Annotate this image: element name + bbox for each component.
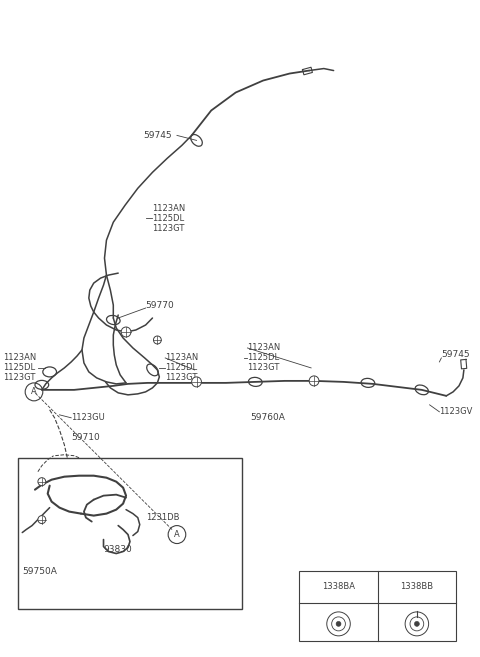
Text: 1125DL: 1125DL: [248, 353, 279, 363]
Circle shape: [121, 327, 131, 337]
Circle shape: [414, 622, 420, 626]
Text: 1123GT: 1123GT: [165, 373, 198, 382]
Text: 59770: 59770: [145, 300, 174, 309]
Text: 59710: 59710: [71, 433, 100, 442]
Text: 1123AN: 1123AN: [3, 353, 36, 363]
Circle shape: [192, 377, 202, 387]
Text: 1231DB: 1231DB: [145, 513, 179, 522]
Text: 1123GT: 1123GT: [248, 363, 280, 373]
Text: 1123GU: 1123GU: [71, 413, 105, 422]
Text: 1125DL: 1125DL: [3, 363, 35, 373]
Text: 1123AN: 1123AN: [153, 204, 186, 213]
Text: 1123GT: 1123GT: [153, 224, 185, 233]
Text: 59745: 59745: [144, 131, 172, 140]
Text: 59760A: 59760A: [251, 413, 285, 422]
Text: 1125DL: 1125DL: [165, 363, 197, 373]
Text: A: A: [174, 530, 180, 539]
Bar: [18, 458, 241, 610]
Text: 1125DL: 1125DL: [153, 214, 185, 223]
Text: 1123GT: 1123GT: [3, 373, 35, 382]
Circle shape: [38, 516, 46, 524]
Text: A: A: [31, 388, 37, 396]
Text: 1123AN: 1123AN: [165, 353, 198, 363]
Bar: [300, 572, 456, 641]
Text: 1338BA: 1338BA: [322, 582, 355, 591]
Text: 59750A: 59750A: [22, 567, 57, 576]
Circle shape: [154, 336, 161, 344]
Text: 59745: 59745: [441, 350, 470, 359]
Text: 1338BB: 1338BB: [400, 582, 433, 591]
Text: 1123GV: 1123GV: [439, 407, 473, 417]
Text: 1123AN: 1123AN: [248, 344, 281, 352]
Circle shape: [336, 622, 341, 626]
Circle shape: [309, 376, 319, 386]
Circle shape: [38, 478, 46, 486]
Text: 93830: 93830: [104, 545, 132, 554]
